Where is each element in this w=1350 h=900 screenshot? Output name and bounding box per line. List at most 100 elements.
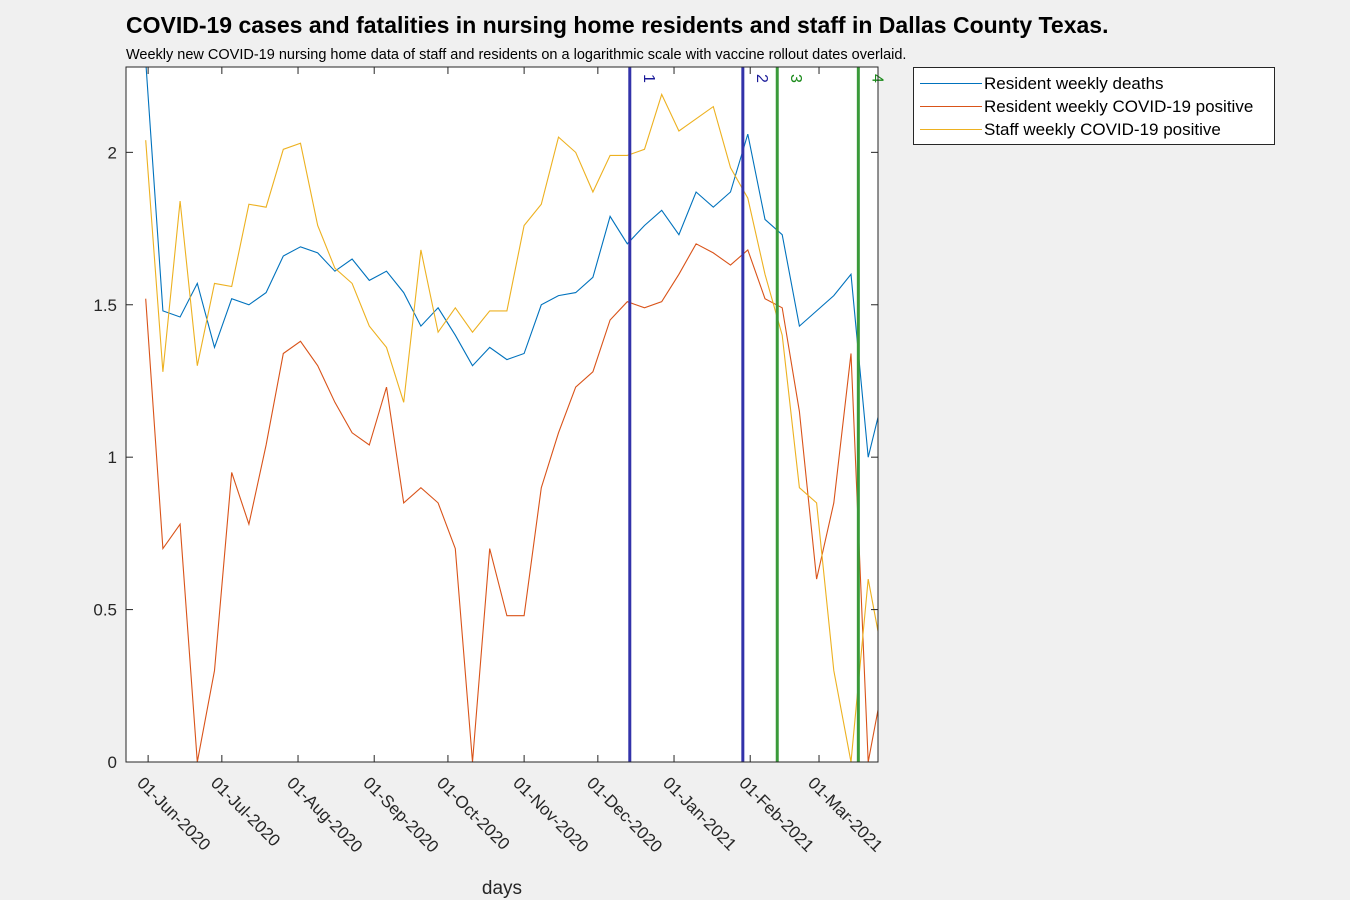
data-point xyxy=(281,147,285,151)
data-point xyxy=(178,522,182,526)
data-point xyxy=(866,455,870,459)
x-tick-label: 01-Jan-2021 xyxy=(659,773,740,854)
legend-swatch xyxy=(920,83,982,84)
data-point xyxy=(402,291,406,295)
data-point xyxy=(763,217,767,221)
data-point xyxy=(677,233,681,237)
data-point xyxy=(213,281,217,285)
data-point xyxy=(436,306,440,310)
data-point xyxy=(849,272,853,276)
data-point xyxy=(522,224,526,228)
data-point xyxy=(815,577,819,581)
vaccine-rollout-label-3: 3 xyxy=(787,74,804,83)
data-point xyxy=(453,333,457,337)
data-point xyxy=(780,233,784,237)
data-point xyxy=(505,358,509,362)
data-point xyxy=(367,278,371,282)
data-point xyxy=(660,92,664,96)
data-point xyxy=(608,318,612,322)
data-point xyxy=(694,117,698,121)
data-point xyxy=(436,501,440,505)
data-point xyxy=(161,370,165,374)
series-line-2 xyxy=(145,243,878,762)
data-point xyxy=(419,486,423,490)
data-point xyxy=(230,285,234,289)
data-point xyxy=(264,291,268,295)
legend-label: Resident weekly deaths xyxy=(984,74,1164,93)
data-point xyxy=(178,199,182,203)
data-point xyxy=(488,547,492,551)
series-line-3 xyxy=(145,92,878,762)
chart-subtitle: Weekly new COVID-19 nursing home data of… xyxy=(126,47,907,63)
legend-swatch xyxy=(920,106,982,107)
data-point xyxy=(797,324,801,328)
data-point xyxy=(230,297,234,301)
x-tick-label: 01-Oct-2020 xyxy=(433,773,513,853)
data-point xyxy=(488,345,492,349)
data-point xyxy=(230,470,234,474)
data-point xyxy=(711,251,715,255)
data-point xyxy=(729,190,733,194)
data-point xyxy=(763,272,767,276)
data-point xyxy=(539,202,543,206)
data-point xyxy=(522,614,526,618)
legend-swatch xyxy=(920,129,982,130)
data-point xyxy=(780,333,784,337)
data-point xyxy=(815,501,819,505)
data-point xyxy=(144,59,148,63)
data-point xyxy=(281,352,285,356)
data-point xyxy=(247,522,251,526)
data-point xyxy=(815,309,819,313)
data-point xyxy=(264,443,268,447)
data-point xyxy=(557,294,561,298)
data-point xyxy=(694,190,698,194)
data-point xyxy=(299,339,303,343)
data-point xyxy=(591,190,595,194)
data-point xyxy=(453,306,457,310)
data-point xyxy=(453,547,457,551)
data-point xyxy=(711,205,715,209)
data-point xyxy=(195,281,199,285)
data-point xyxy=(161,309,165,313)
data-point xyxy=(522,352,526,356)
data-point xyxy=(539,303,543,307)
vaccine-rollout-label-1: 1 xyxy=(640,74,657,83)
data-point xyxy=(385,269,389,273)
y-tick-label: 2 xyxy=(108,143,117,162)
data-point xyxy=(419,324,423,328)
data-point xyxy=(350,257,354,261)
data-point xyxy=(299,141,303,145)
data-point xyxy=(471,330,475,334)
data-point xyxy=(557,431,561,435)
data-point xyxy=(643,306,647,310)
data-point xyxy=(832,501,836,505)
legend-item: Staff weekly COVID-19 positive xyxy=(914,118,1274,141)
data-point xyxy=(419,248,423,252)
data-point xyxy=(350,431,354,435)
data-point xyxy=(281,254,285,258)
vaccine-rollout-label-4: 4 xyxy=(868,74,885,83)
legend-label: Resident weekly COVID-19 positive xyxy=(984,97,1254,116)
data-point xyxy=(333,266,337,270)
data-point xyxy=(505,614,509,618)
vaccine-rollout-label-2: 2 xyxy=(753,74,770,83)
data-point xyxy=(471,364,475,368)
data-point xyxy=(660,208,664,212)
data-point xyxy=(832,294,836,298)
data-point xyxy=(316,364,320,368)
x-tick-label: 01-Sep-2020 xyxy=(359,773,442,856)
data-point xyxy=(643,224,647,228)
data-point xyxy=(797,486,801,490)
data-point xyxy=(883,669,887,673)
legend-label: Staff weekly COVID-19 positive xyxy=(984,120,1221,139)
data-point xyxy=(797,410,801,414)
data-point xyxy=(729,166,733,170)
data-point xyxy=(677,129,681,133)
data-point xyxy=(299,245,303,249)
legend-item: Resident weekly COVID-19 positive xyxy=(914,95,1274,118)
x-tick-label: 01-Jul-2020 xyxy=(207,773,284,850)
data-point xyxy=(849,352,853,356)
data-point xyxy=(883,385,887,389)
data-point xyxy=(539,486,543,490)
data-point xyxy=(213,669,217,673)
